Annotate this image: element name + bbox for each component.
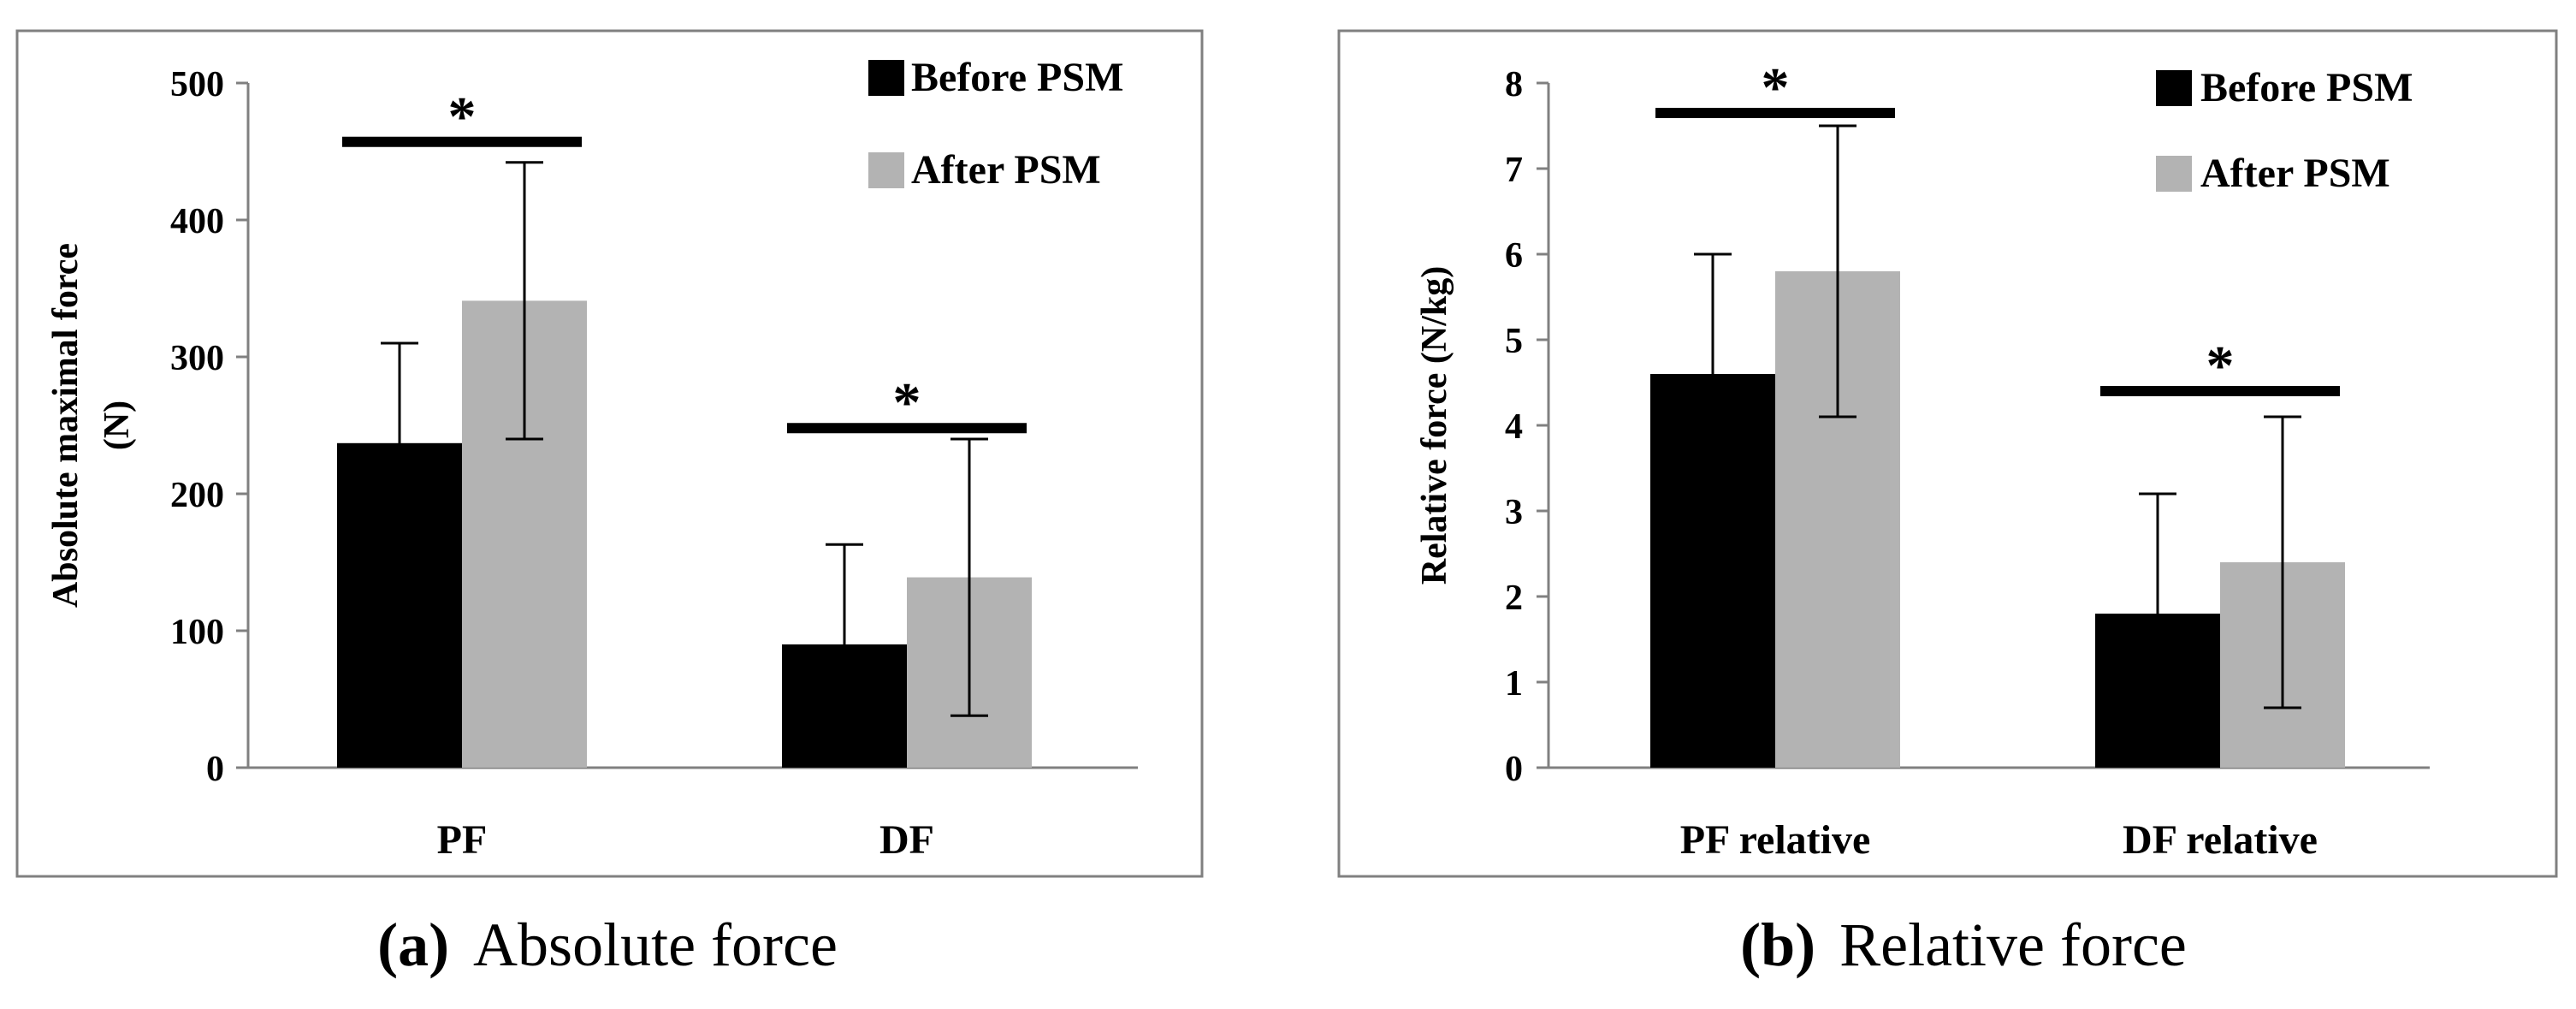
x-category-label: DF <box>879 817 934 863</box>
significance-star: * <box>1762 56 1790 119</box>
y-tick-label: 1 <box>1505 664 1523 703</box>
panel-caption-text: Relative force <box>1839 911 2187 979</box>
panel-b: 0 1 2 3 4 5 6 7 8 Relative force (N/kg) PF relativ… <box>1337 29 2558 979</box>
panel-a: 0 100 200 300 400 500 Absolute maximal force (N… <box>15 29 1204 979</box>
legend-swatch <box>2156 156 2192 192</box>
legend-swatch <box>868 60 904 96</box>
significance-star: * <box>2206 335 2235 397</box>
y-tick-label: 3 <box>1505 493 1523 532</box>
y-axis-title: Absolute maximal force <box>46 243 86 608</box>
y-tick-label: 2 <box>1505 579 1523 618</box>
panel-caption: (a) Absolute force <box>377 911 838 979</box>
y-tick-label: 8 <box>1505 65 1523 104</box>
y-axis-title: (N) <box>98 401 137 450</box>
legend-swatch <box>2156 70 2192 106</box>
chart-frame <box>1337 29 2558 878</box>
y-tick-label: 500 <box>170 65 224 104</box>
y-tick-label: 0 <box>1505 750 1523 789</box>
legend-label: Before PSM <box>2200 65 2413 110</box>
y-tick-label: 400 <box>170 202 224 241</box>
legend-label: After PSM <box>911 147 1101 193</box>
panel-caption-text: Absolute force <box>473 911 838 979</box>
panel-label: (a) <box>377 911 449 979</box>
panel-label: (b) <box>1740 911 1815 979</box>
y-tick-label: 5 <box>1505 322 1523 361</box>
y-tick-label: 100 <box>170 613 224 652</box>
y-tick-label: 200 <box>170 476 224 515</box>
legend-label: After PSM <box>2200 151 2390 196</box>
panel-caption: (b) Relative force <box>1740 911 2187 979</box>
y-tick-label: 300 <box>170 339 224 378</box>
y-tick-label: 4 <box>1505 407 1523 447</box>
y-axis-title: Relative force (N/kg) <box>1415 266 1454 585</box>
significance-star: * <box>893 371 921 434</box>
x-category-label: PF <box>437 817 488 863</box>
legend-swatch <box>868 152 904 188</box>
y-tick-label: 7 <box>1505 151 1523 190</box>
legend-label: Before PSM <box>911 55 1123 100</box>
x-category-label: PF relative <box>1680 817 1871 863</box>
chart-frame <box>15 29 1204 878</box>
significance-star: * <box>448 86 477 148</box>
y-tick-label: 6 <box>1505 236 1523 276</box>
y-tick-label: 0 <box>206 750 224 789</box>
x-category-label: DF relative <box>2123 817 2318 863</box>
